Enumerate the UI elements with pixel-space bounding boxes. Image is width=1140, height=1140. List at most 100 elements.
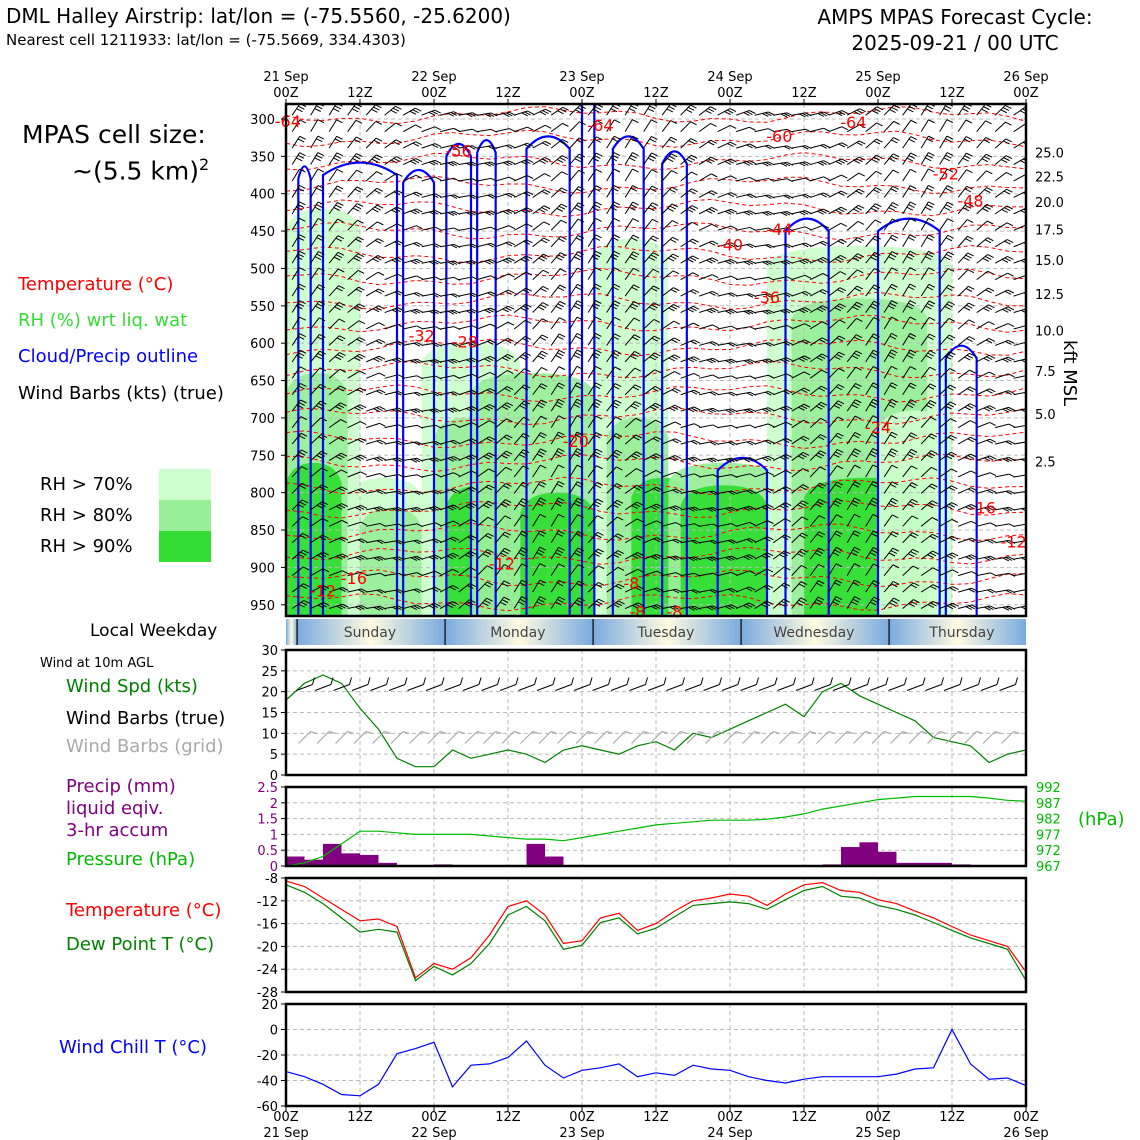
wind-barb-flag — [1008, 339, 1015, 344]
wind-barb-flag — [504, 355, 512, 360]
wind-barb-flag — [799, 502, 807, 507]
wind-barb-flag — [765, 310, 772, 315]
ytick-pressure: 600 — [250, 337, 275, 352]
wind-barb-flag — [728, 540, 735, 544]
wind-barb-flag — [763, 586, 771, 590]
wind-barb-flag — [746, 408, 754, 413]
xtick-bottom-time: 00Z — [865, 1110, 891, 1125]
pressure-ytick: 992 — [1036, 781, 1061, 796]
wind-barb-flag — [435, 226, 442, 231]
wind-barb-flag — [317, 152, 325, 156]
isotherm-label: -32 — [409, 327, 435, 346]
wind-barb-staff — [976, 104, 986, 116]
wind-barb-flag — [907, 108, 914, 113]
wind-barb-flag — [379, 389, 386, 394]
wind-barb-flag — [821, 353, 828, 358]
wind-barb-flag — [712, 274, 719, 279]
wind-barb-flag — [1004, 105, 1012, 109]
wind-barb-staff — [939, 502, 952, 511]
wind-barb-flag — [816, 533, 824, 538]
wind-barb-flag — [946, 185, 954, 190]
wind-barb-staff — [883, 104, 895, 116]
wind-barb-staff — [606, 218, 615, 231]
wind-barb-flag — [945, 138, 952, 143]
wind-barb-flag — [524, 368, 531, 373]
wind-barb-staff — [994, 105, 1006, 116]
wind-barb-flag — [783, 406, 790, 411]
wind-barb-flag — [1027, 409, 1033, 412]
wind-barb-staff — [624, 119, 633, 132]
windchill-line — [285, 1028, 1027, 1097]
wind-barb-flag — [316, 105, 323, 110]
grid-wind-barb — [908, 731, 922, 744]
wind-barb-flag — [446, 604, 454, 609]
wind-barb-flag — [357, 253, 365, 258]
precip-bar — [526, 843, 545, 866]
wind-barb-flag — [469, 211, 476, 216]
wind-barb-staff — [754, 128, 769, 133]
wind-barb-staff — [550, 366, 560, 379]
wind-barb-flag — [983, 139, 991, 144]
wind-barb-flag — [709, 458, 717, 463]
wind-barb-flag — [818, 515, 826, 519]
ytick-pressure: 900 — [250, 561, 275, 576]
wind-barb-staff — [587, 415, 597, 428]
wind-barb-flag — [466, 212, 473, 217]
wind-barb-staff — [402, 124, 416, 133]
wind-barb-flag — [652, 252, 660, 257]
wind-barb-flag — [910, 584, 918, 589]
wind-barb-flag — [834, 356, 841, 360]
wind-barb-flag — [906, 206, 914, 211]
wind-barb-flag — [730, 158, 737, 163]
wind-barb-staff — [661, 220, 673, 231]
wind-barb-staff — [347, 353, 360, 363]
wind-barb-flag — [577, 234, 585, 239]
wind-barb-flag — [452, 536, 460, 541]
wind-barb-staff — [328, 252, 339, 264]
wind-barb-flag — [541, 190, 548, 195]
wind-barb-staff — [310, 168, 319, 182]
wind-barb-flag — [575, 533, 583, 538]
grid-wind-barb — [982, 731, 996, 744]
wind-barb-staff — [957, 219, 968, 231]
precip-bar — [878, 851, 897, 866]
wind-barb-flag — [507, 305, 515, 310]
wind-barb-flag — [375, 256, 382, 261]
wind-barb-flag — [434, 603, 441, 607]
true-wind-barb — [555, 684, 572, 691]
wind-barb-staff — [883, 431, 892, 445]
wind-barb-staff — [809, 531, 820, 544]
ytick-kft: 17.5 — [1035, 224, 1064, 239]
wind-barb-staff — [624, 468, 637, 478]
wind-barb-flag — [947, 268, 955, 272]
wind-barb-flag — [709, 258, 716, 263]
wind-barb-staff — [661, 136, 672, 149]
wind-barb-staff — [902, 152, 911, 165]
wind-barb-flag — [634, 334, 641, 339]
wind-barb-flag — [397, 357, 405, 362]
precip-bar — [933, 862, 952, 866]
wind-barb-staff — [920, 433, 932, 445]
wind-barb-flag — [632, 353, 639, 358]
wind-barb-flag — [526, 223, 533, 228]
wind-barb-flag — [1027, 242, 1033, 245]
wind-barb-staff — [698, 139, 712, 149]
wind-barb-flag — [970, 470, 978, 475]
wind-barb-flag — [871, 335, 878, 340]
wind-barb-flag — [322, 534, 329, 539]
weekday-label: Wednesday — [773, 625, 854, 641]
wind-barb-flag — [536, 601, 543, 606]
wind-barb-staff — [291, 234, 300, 248]
grid-wind-barb-flag — [495, 730, 502, 735]
wind-barb-flag — [615, 552, 622, 556]
wind-barb-flag — [1026, 208, 1032, 211]
wind-barb-flag — [543, 221, 551, 226]
wind-ytick: 20 — [261, 686, 278, 701]
grid-wind-barb — [612, 731, 626, 744]
temp-frame — [284, 876, 1028, 994]
wind-barb-flag — [297, 187, 305, 192]
wind-barb-flag — [690, 138, 698, 142]
wind-barb-flag — [521, 514, 529, 519]
wind-barb-staff — [865, 563, 874, 576]
wind-barb-flag — [691, 606, 698, 611]
